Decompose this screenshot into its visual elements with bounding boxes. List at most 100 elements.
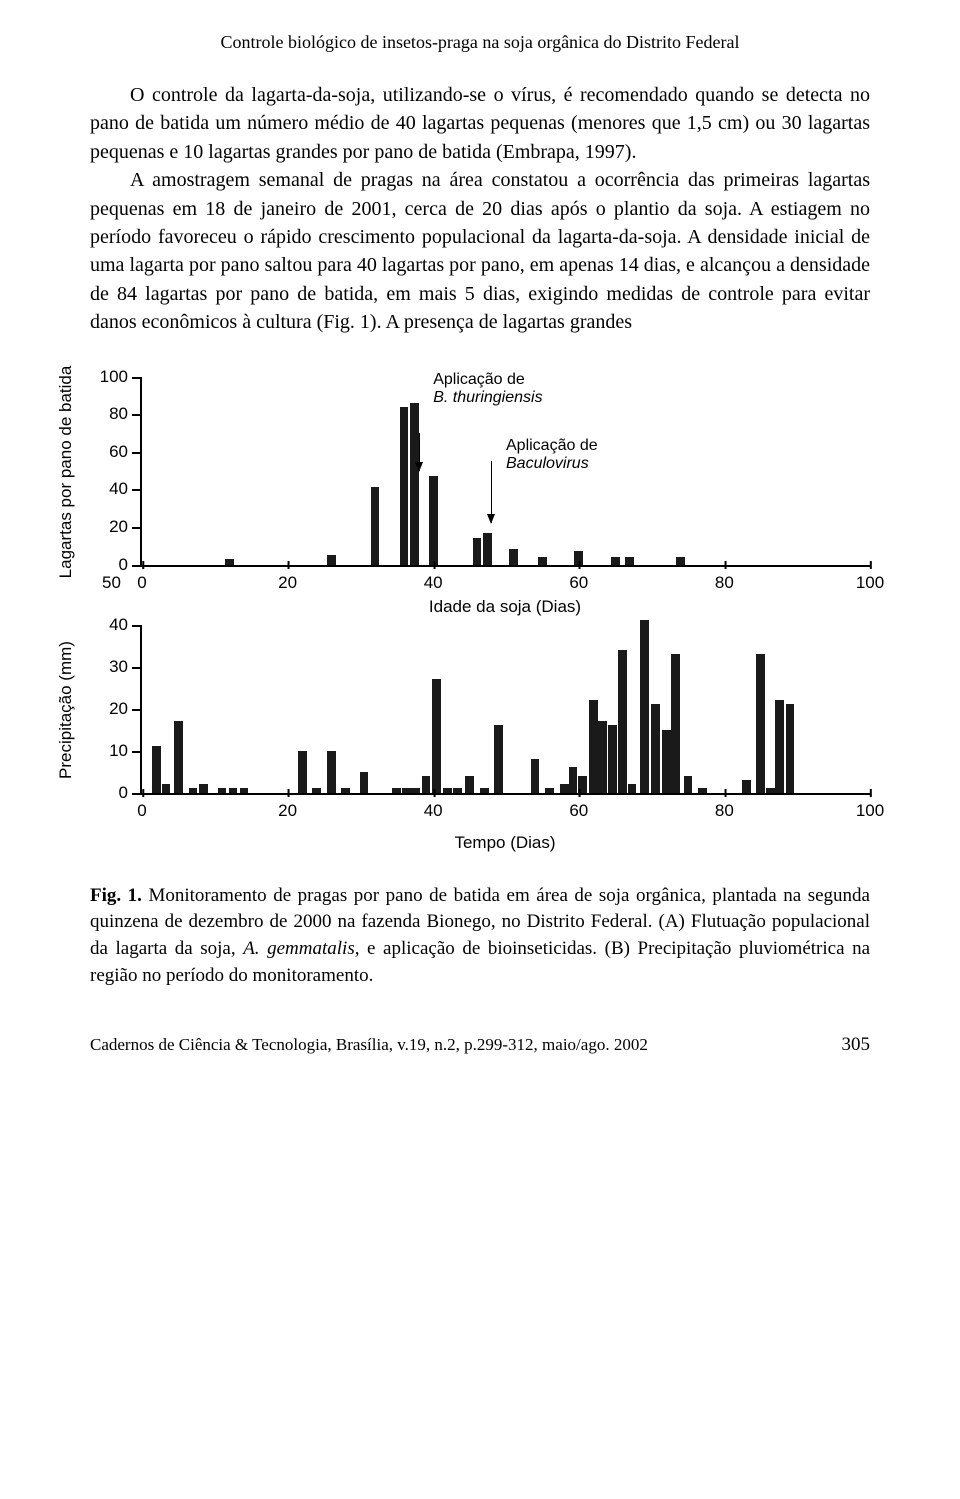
bar — [625, 557, 634, 565]
xtick: 60 — [569, 801, 588, 821]
bar — [453, 788, 462, 792]
bar — [327, 751, 336, 793]
bar — [429, 476, 438, 564]
bar — [341, 788, 350, 792]
bar — [775, 700, 784, 792]
annot-bt-line2: B. thuringiensis — [433, 389, 542, 406]
bar — [569, 767, 578, 792]
chart-a-arrow-baculo — [491, 461, 492, 523]
bar — [589, 700, 598, 792]
paragraph-1: O controle da lagarta-da-soja, utilizand… — [90, 81, 870, 166]
chart-a-plot: 020406080100 020406080100 Aplicação de B… — [140, 377, 870, 567]
bar — [174, 721, 183, 792]
xtick: 80 — [715, 573, 734, 593]
chart-a-arrow-bt — [419, 433, 420, 471]
footer-citation: Cadernos de Ciência & Tecnologia, Brasíl… — [90, 1035, 648, 1055]
annot-bac-line1: Aplicação de — [506, 437, 598, 454]
bar — [618, 650, 627, 793]
bar — [360, 772, 369, 793]
bar — [225, 559, 234, 565]
bar — [162, 784, 171, 792]
bar — [684, 776, 693, 793]
bar — [662, 730, 671, 793]
chart-a-wrapper: Lagartas por pano de batida 020406080100… — [90, 377, 870, 567]
bar — [483, 533, 492, 565]
xtick: 20 — [278, 801, 297, 821]
figure-1-caption: Fig. 1. Monitoramento de pragas por pano… — [90, 883, 870, 991]
running-header: Controle biológico de insetos-praga na s… — [90, 32, 870, 53]
chart-b-xlabel: Tempo (Dias) — [140, 833, 870, 853]
caption-species: A. gemmatalis — [243, 938, 355, 959]
ytick: 40 — [92, 479, 128, 499]
xtick: 40 — [424, 801, 443, 821]
ytick: 0 — [92, 555, 128, 575]
bar — [608, 725, 617, 792]
footer-page-number: 305 — [842, 1034, 871, 1056]
xtick: 100 — [856, 801, 884, 821]
bar — [538, 557, 547, 565]
bar — [756, 654, 765, 793]
xtick: 80 — [715, 801, 734, 821]
bar — [611, 557, 620, 565]
bar — [480, 788, 489, 792]
bar — [400, 407, 409, 565]
bar — [432, 679, 441, 792]
bar — [392, 788, 401, 792]
xtick: 60 — [569, 573, 588, 593]
ytick: 80 — [92, 404, 128, 424]
xtick: 20 — [278, 573, 297, 593]
chart-a-xlabel: Idade da soja (Dias) — [140, 597, 870, 617]
bar — [298, 751, 307, 793]
ytick: 100 — [92, 367, 128, 387]
bar — [545, 788, 554, 792]
bar — [671, 654, 680, 793]
bar — [473, 538, 482, 564]
bar — [199, 784, 208, 792]
bar — [152, 746, 161, 792]
bar — [402, 788, 411, 792]
bar — [240, 788, 249, 792]
page-footer: Cadernos de Ciência & Tecnologia, Brasíl… — [90, 1034, 870, 1056]
xtick: 0 — [137, 801, 146, 821]
figure-1: Lagartas por pano de batida 020406080100… — [90, 377, 870, 853]
chart-a-xticks: 020406080100 — [142, 573, 870, 593]
xtick: 100 — [856, 573, 884, 593]
chart-b-ylabel: Precipitação (mm) — [56, 641, 76, 779]
bar — [509, 549, 518, 564]
bar — [422, 776, 431, 793]
bar — [218, 788, 227, 792]
chart-b-xticks: 020406080100 — [142, 801, 870, 821]
chart-a-annot-bt: Aplicação de B. thuringiensis — [433, 371, 542, 408]
bar — [698, 788, 707, 792]
bar — [494, 725, 503, 792]
bar — [598, 721, 607, 792]
ytick: 60 — [92, 442, 128, 462]
bar — [676, 557, 685, 565]
bar — [628, 784, 637, 792]
bar — [766, 788, 775, 792]
bar — [640, 620, 649, 792]
chart-a-yticks: 020406080100 — [132, 377, 142, 565]
bar — [560, 784, 569, 792]
chart-b-yticks: 010203040 — [132, 625, 142, 793]
chart-a-ylabel: Lagartas por pano de batida — [56, 365, 76, 578]
ytick: 40 — [92, 615, 128, 635]
chart-b-wrapper: Precipitação (mm) 010203040 020406080100 — [90, 625, 870, 795]
bar — [312, 788, 321, 792]
bar — [531, 759, 540, 793]
ytick: 0 — [92, 783, 128, 803]
ytick: 30 — [92, 657, 128, 677]
bar — [410, 403, 419, 565]
ytick: 20 — [92, 699, 128, 719]
chart-a-annot-baculo: Aplicação de Baculovirus — [506, 437, 598, 474]
bar — [189, 788, 198, 792]
chart-b-plot: 010203040 020406080100 — [140, 625, 870, 795]
bar — [443, 788, 452, 792]
xtick: 0 — [137, 573, 146, 593]
bar — [229, 788, 238, 792]
annot-bt-line1: Aplicação de — [433, 371, 525, 388]
bar — [742, 780, 751, 793]
bar — [465, 776, 474, 793]
paragraph-2: A amostragem semanal de pragas na área c… — [90, 166, 870, 336]
xtick: 40 — [424, 573, 443, 593]
